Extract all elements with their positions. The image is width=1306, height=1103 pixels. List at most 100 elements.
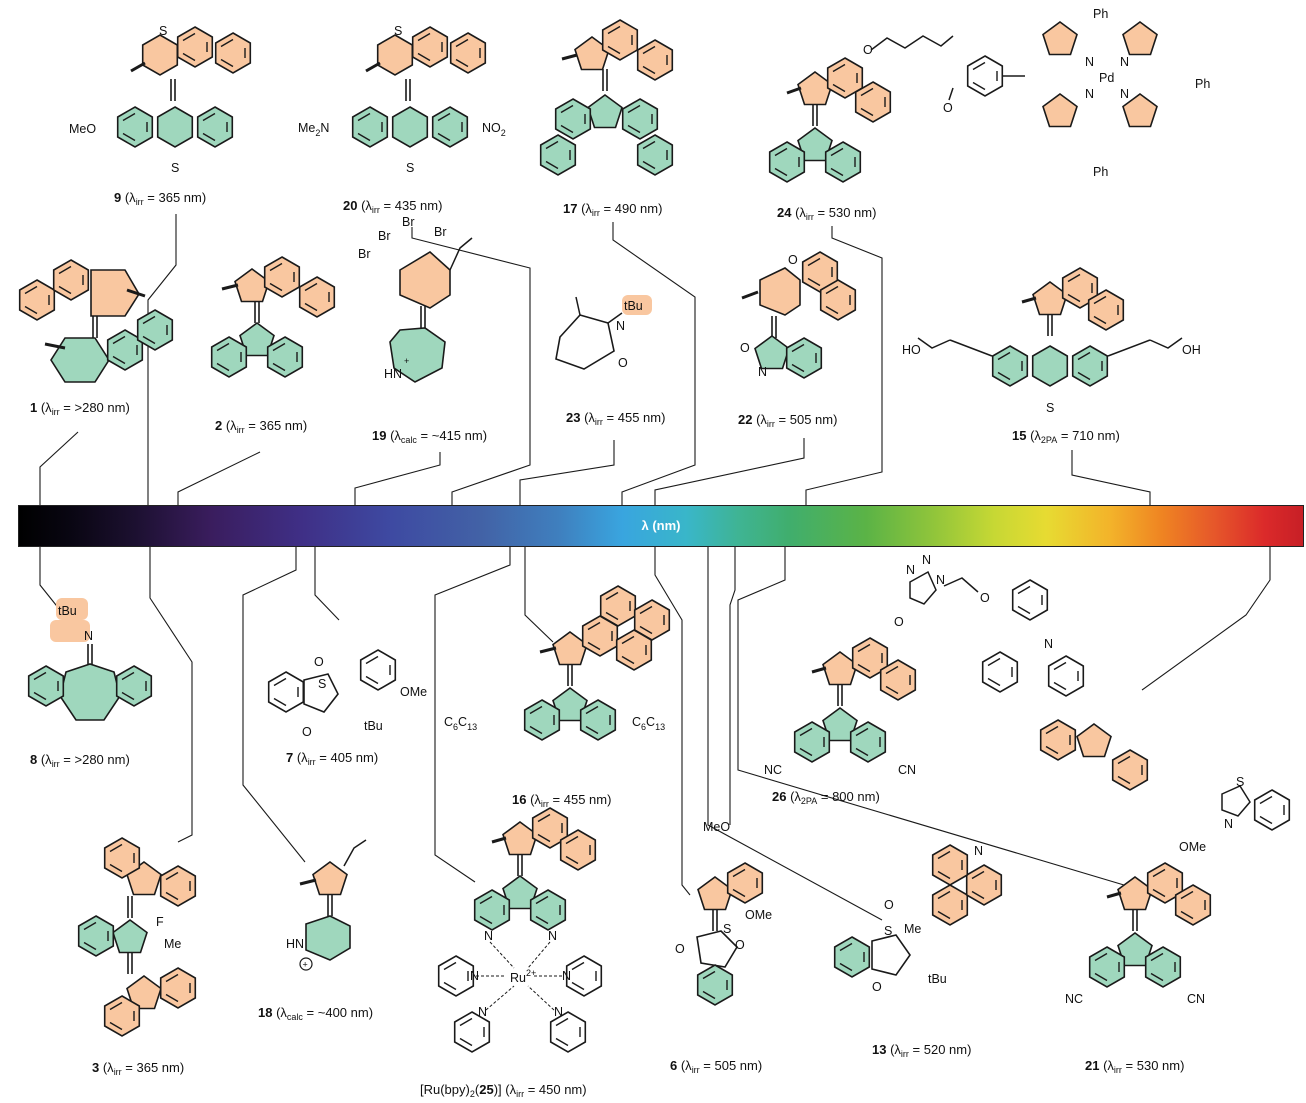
caption-9: 9 (λirr = 365 nm) — [114, 190, 207, 207]
connector-17 — [612, 222, 696, 505]
caption-1: 1 (λirr = >280 nm) — [30, 400, 130, 417]
lactam-oxygen-label: O — [740, 341, 750, 355]
molecule-15: S HO OH — [902, 267, 1201, 415]
sulfur-label: S — [159, 24, 167, 38]
hexyl-label-left: C — [444, 715, 453, 729]
svg-text:N: N — [470, 969, 479, 983]
connector-24 — [805, 226, 883, 505]
phenyl-label-top: Ph — [1093, 7, 1108, 21]
connector-25 — [434, 547, 511, 883]
methoxy-label: OMe — [1179, 840, 1206, 854]
ketone-oxygen-label: O — [872, 980, 882, 994]
molecule-26: NC CN O N N N O N S N — [764, 553, 1291, 831]
hydroxyl-label-left: HO — [902, 343, 921, 357]
sulfoxide-oxygen-label: O — [884, 898, 894, 912]
svg-text:+: + — [404, 356, 409, 366]
caption-25: [Ru(bpy)2(25)] (λirr = 450 nm) — [420, 1082, 587, 1099]
svg-text:C6C13: C6C13 — [632, 715, 665, 732]
methoxy-label-top: MeO — [703, 820, 730, 834]
thiazole-s-label: S — [1236, 775, 1244, 789]
connector-1 — [39, 431, 79, 505]
svg-text:N: N — [1085, 55, 1094, 69]
connector-19 — [354, 452, 441, 505]
bromine-label-3: Br — [434, 225, 447, 239]
caption-21: 21 (λirr = 530 nm) — [1085, 1058, 1185, 1075]
spectrum-axis-label: λ (nm) — [641, 518, 681, 533]
nitrile-label-right: CN — [1187, 992, 1205, 1006]
connector-7 — [314, 547, 340, 621]
sulfoxide-sulfur-label: S — [884, 924, 892, 938]
palladium-label: Pd — [1099, 71, 1114, 85]
caption-18: 18 (λcalc = ~400 nm) — [258, 1005, 374, 1022]
bromine-label-1: Br — [378, 229, 391, 243]
caption-3: 3 (λirr = 365 nm) — [92, 1060, 185, 1077]
caption-16: 16 (λirr = 455 nm) — [512, 792, 612, 809]
connector-20 — [411, 227, 531, 505]
phenyl-label-right: Ph — [1195, 77, 1210, 91]
connector-22 — [654, 438, 805, 505]
phenyl-label-bottom: Ph — [1093, 165, 1108, 179]
nitrile-label-left: NC — [1065, 992, 1083, 1006]
caption-15: 15 (λ2PA = 710 nm) — [1012, 428, 1120, 445]
svg-text:NO2: NO2 — [482, 121, 506, 138]
svg-text:N: N — [484, 929, 493, 943]
sulfur-label: S — [1046, 401, 1054, 415]
svg-text:N: N — [906, 563, 915, 577]
molecule-24: O O N N N N Pd Ph Ph Ph — [768, 7, 1210, 183]
svg-text:Ru2+: Ru2+ — [510, 968, 536, 985]
svg-text:N: N — [548, 929, 557, 943]
connector-donor — [1141, 547, 1271, 691]
ketone-oxygen-label: O — [943, 101, 953, 115]
sulfoxide-oxygen-label: O — [314, 655, 324, 669]
molecule-19: Br Br Br Br HN + — [358, 215, 473, 383]
sulfoxide-sulfur-label: S — [723, 922, 731, 936]
methyl-label: Me — [904, 922, 921, 936]
molecule-25: N N Ru2+ N N N N — [437, 807, 603, 1053]
tbutyl-label: tBu — [58, 604, 77, 618]
pyridinium-nh-label: HN — [384, 367, 402, 381]
bromine-label-2: Br — [402, 215, 415, 229]
methoxy-label: MeO — [69, 122, 96, 136]
bromine-label-4: Br — [358, 247, 371, 261]
connector-9 — [147, 214, 177, 505]
molecule-6: MeO OMe S O O — [675, 820, 772, 1006]
svg-text:N: N — [1085, 87, 1094, 101]
methyl-label: Me — [164, 937, 181, 951]
connector-21 — [737, 547, 1135, 889]
hexyl-label-right: C — [632, 715, 641, 729]
svg-text:Me2N: Me2N — [298, 121, 329, 138]
caption-24: 24 (λirr = 530 nm) — [777, 205, 877, 222]
svg-text:N: N — [562, 969, 571, 983]
ketone-oxygen-label: O — [302, 725, 312, 739]
svg-text:N: N — [1120, 55, 1129, 69]
molecule-18: HN + — [286, 839, 367, 971]
fluorine-label: F — [156, 915, 164, 929]
svg-text:N: N — [922, 553, 931, 567]
ketone-oxygen-label: O — [618, 356, 628, 370]
svg-text:N: N — [478, 1005, 487, 1019]
connector-26 — [729, 547, 736, 825]
nitrile-label-right: CN — [898, 763, 916, 777]
molecule-22: O O N — [740, 251, 857, 379]
connector-6 — [654, 547, 691, 896]
lactam-n-label: N — [758, 365, 767, 379]
svg-text:N: N — [936, 573, 945, 587]
nitro-label: NO — [482, 121, 501, 135]
caption-26: 26 (λ2PA = 800 nm) — [772, 789, 880, 806]
methoxy-label-bottom: OMe — [745, 908, 772, 922]
connector-13 — [707, 547, 883, 921]
svg-text:N: N — [554, 1005, 563, 1019]
caption-2: 2 (λirr = 365 nm) — [215, 418, 308, 435]
imine-n-label: N — [84, 629, 93, 643]
connector-18 — [242, 547, 306, 863]
sulfoxide-oxygen-label: O — [735, 938, 745, 952]
caption-17: 17 (λirr = 490 nm) — [563, 201, 663, 218]
sulfur-label-2: S — [406, 161, 414, 175]
connector-3 — [149, 547, 193, 843]
imine-n-label: N — [616, 319, 625, 333]
pyridinium-nh-label: HN — [286, 937, 304, 951]
caption-7: 7 (λirr = 405 nm) — [286, 750, 379, 767]
molecule-20: S S Me2N NO2 — [298, 24, 506, 175]
